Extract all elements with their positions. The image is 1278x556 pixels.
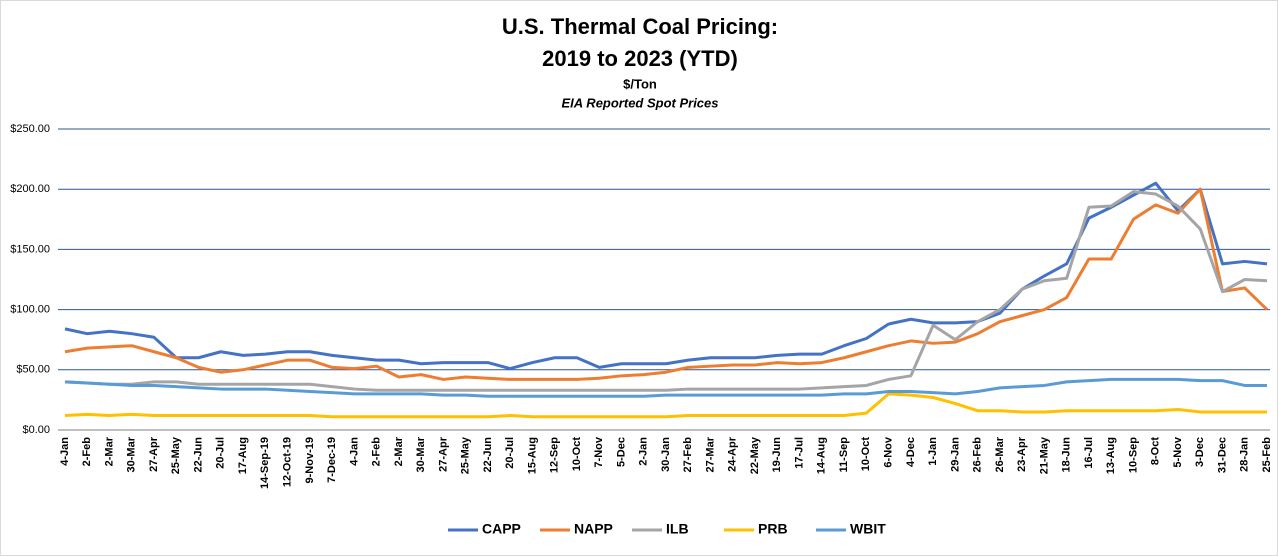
legend-label: ILB — [666, 521, 689, 537]
x-tick-label: 24-Apr — [727, 436, 739, 472]
x-tick-label: 17-Aug — [237, 437, 249, 474]
x-tick-label: 25-May — [170, 436, 182, 474]
x-tick-label: 4-Jan — [59, 437, 71, 466]
x-tick-label: 25-Feb — [1261, 437, 1273, 473]
x-tick-label: 10-Sep — [1127, 437, 1139, 473]
x-tick-label: 3-Dec — [1194, 437, 1206, 467]
y-tick-label: $50.00 — [16, 364, 50, 376]
x-tick-label: 4-Jan — [348, 437, 360, 466]
y-tick-label: $250.00 — [10, 123, 50, 135]
y-tick-label: $150.00 — [10, 243, 50, 255]
x-tick-label: 13-Aug — [1105, 437, 1117, 474]
x-tick-label: 22-Jun — [192, 437, 204, 473]
x-tick-label: 9-Nov-19 — [304, 437, 316, 483]
x-tick-label: 14-Aug — [816, 437, 828, 474]
x-tick-label: 12-Sep — [549, 437, 561, 473]
x-tick-label: 2-Jan — [638, 437, 650, 466]
x-tick-label: 27-Mar — [704, 436, 716, 472]
x-tick-label: 5-Nov — [1172, 436, 1184, 467]
annotation: EIA Reported Spot Prices — [562, 95, 719, 110]
x-tick-label: 10-Oct — [860, 437, 872, 472]
line-series — [64, 392, 1267, 419]
x-tick-label: 16-Jul — [1083, 437, 1095, 469]
y-tick-label: $100.00 — [10, 304, 50, 316]
x-tick-label: 28-Jan — [1239, 437, 1251, 472]
x-tick-label: 5-Dec — [615, 437, 627, 467]
x-tick-label: 25-May — [460, 436, 472, 474]
x-tick-label: 22-Jun — [482, 437, 494, 473]
x-tick-label: 15-Aug — [526, 437, 538, 474]
chart-title: U.S. Thermal Coal Pricing: — [502, 14, 778, 39]
x-tick-label: 12-Oct-19 — [281, 437, 293, 487]
x-tick-label: 8-Oct — [1150, 437, 1162, 465]
x-tick-label: 30-Mar — [415, 436, 427, 472]
x-tick-label: 27-Feb — [682, 437, 694, 473]
legend-label: CAPP — [482, 521, 521, 537]
x-tick-label: 31-Dec — [1216, 437, 1228, 473]
line-series — [64, 190, 1268, 392]
x-tick-label: 10-Oct — [571, 437, 583, 472]
x-tick-label: 30-Mar — [126, 436, 138, 472]
chart-subtitle: $/Ton — [623, 76, 657, 91]
x-tick-label: 1-Jan — [927, 437, 939, 466]
x-tick-label: 23-Apr — [1016, 436, 1028, 472]
x-tick-label: 30-Jan — [660, 437, 672, 472]
x-tick-label: 26-Mar — [994, 436, 1006, 472]
x-tick-label: 2-Feb — [81, 437, 93, 467]
x-tick-label: 14-Sep-19 — [259, 437, 271, 489]
x-tick-label: 7-Dec-19 — [326, 437, 338, 483]
x-tick-label: 7-Nov — [593, 436, 605, 467]
x-tick-label: 21-May — [1038, 436, 1050, 474]
x-tick-label: 29-Jan — [949, 437, 961, 472]
legend-label: PRB — [758, 521, 788, 537]
legend-label: NAPP — [574, 521, 613, 537]
chart-title: 2019 to 2023 (YTD) — [542, 46, 738, 71]
y-tick-label: $0.00 — [22, 424, 50, 436]
x-tick-label: 2-Mar — [103, 436, 115, 466]
x-tick-label: 20-Jul — [504, 437, 516, 469]
x-tick-label: 22-May — [749, 436, 761, 474]
x-tick-label: 2-Mar — [393, 436, 405, 466]
line-series — [64, 181, 1268, 371]
y-tick-label: $200.00 — [10, 183, 50, 195]
x-tick-label: 4-Dec — [905, 437, 917, 467]
x-tick-label: 20-Jul — [215, 437, 227, 469]
line-series — [64, 187, 1269, 381]
x-tick-label: 2-Feb — [371, 437, 383, 467]
x-tick-label: 17-Jul — [793, 437, 805, 469]
x-tick-label: 6-Nov — [882, 436, 894, 467]
x-tick-label: 27-Apr — [437, 436, 449, 472]
legend-label: WBIT — [850, 521, 886, 537]
x-tick-label: 11-Sep — [838, 437, 850, 473]
x-tick-label: 26-Feb — [972, 437, 984, 473]
x-tick-label: 19-Jun — [771, 437, 783, 473]
x-tick-label: 18-Jun — [1061, 437, 1073, 473]
line-series — [64, 377, 1267, 398]
x-tick-label: 27-Apr — [148, 436, 160, 472]
